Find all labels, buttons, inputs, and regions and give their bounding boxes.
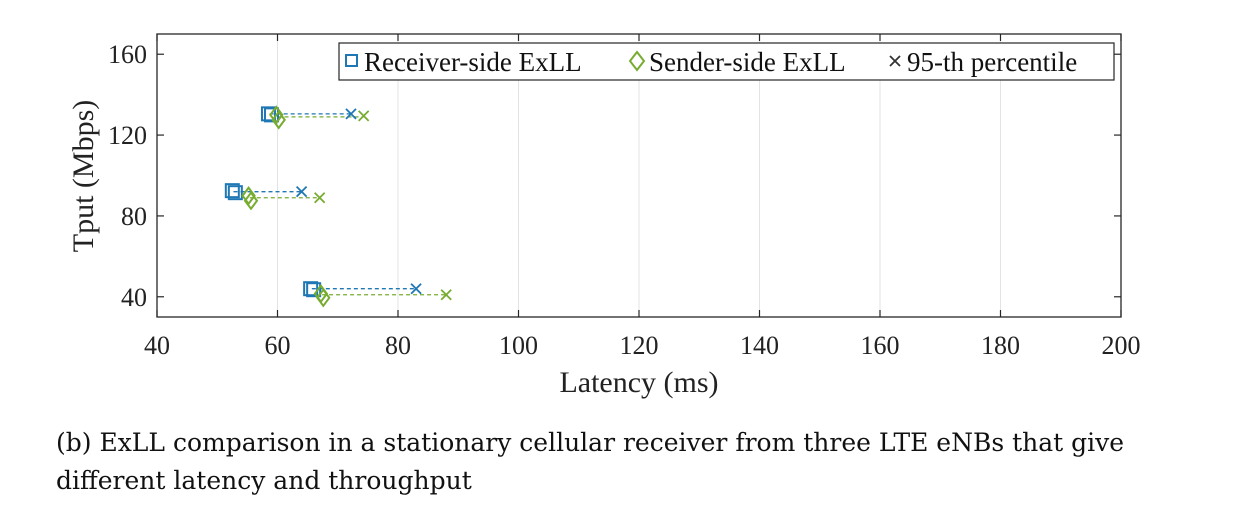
x-tick-label: 80 [385,331,411,360]
x-tick-label: 160 [861,331,900,360]
percentile-links [233,113,447,296]
legend-percentile-label: 95-th percentile [907,47,1077,77]
axis-ticks: 40 60 80 100 120 140 160 180 200 40 80 120 160 [108,34,1141,360]
receiver-point [224,183,240,199]
receiver-point [263,107,279,123]
percentile-point-sender [314,192,326,204]
legend-receiver-label: Receiver-side ExLL [364,47,582,77]
data-markers [224,105,452,308]
x-axis-title: Latency (ms) [559,366,718,399]
legend-receiver-marker [345,54,358,67]
sender-point [241,186,256,206]
percentile-point-receiver [410,283,422,295]
receiver-point [227,185,243,201]
percentile-point-receiver [345,108,357,120]
legend-percentile-marker [889,55,901,67]
y-tick-label: 40 [121,283,147,312]
y-tick-label: 120 [108,121,147,150]
grid-lines [277,34,1001,317]
x-tick-label: 180 [981,331,1020,360]
sender-point [271,110,286,130]
x-tick-label: 60 [265,331,291,360]
receiver-point [306,282,322,298]
x-tick-label: 40 [144,331,170,360]
legend-box [338,42,1115,81]
latency-throughput-chart: 40 60 80 100 120 140 160 180 200 40 80 120 160 Laten… [67,33,1141,399]
figure-caption: (b) ExLL comparison in a stationary cell… [56,428,1125,495]
y-tick-label: 80 [121,202,147,231]
sender-point [269,105,284,125]
legend-sender-label: Sender-side ExLL [649,47,846,77]
legend-sender-marker [628,50,646,72]
legend: Receiver-side ExLL Sender-side ExLL 95-t… [338,42,1115,81]
sender-point [316,288,331,308]
x-tick-label: 100 [499,331,538,360]
x-tick-label: 140 [740,331,779,360]
x-tick-label: 200 [1102,331,1141,360]
receiver-point [260,106,276,122]
x-tick-label: 120 [620,331,659,360]
y-axis-title: Tput (Mbps) [67,100,100,253]
percentile-point-receiver [295,186,308,198]
percentile-point-sender [358,110,370,122]
sender-point [243,191,259,211]
y-tick-label: 160 [108,40,147,69]
percentile-point-sender [440,289,452,301]
receiver-point [303,281,319,297]
